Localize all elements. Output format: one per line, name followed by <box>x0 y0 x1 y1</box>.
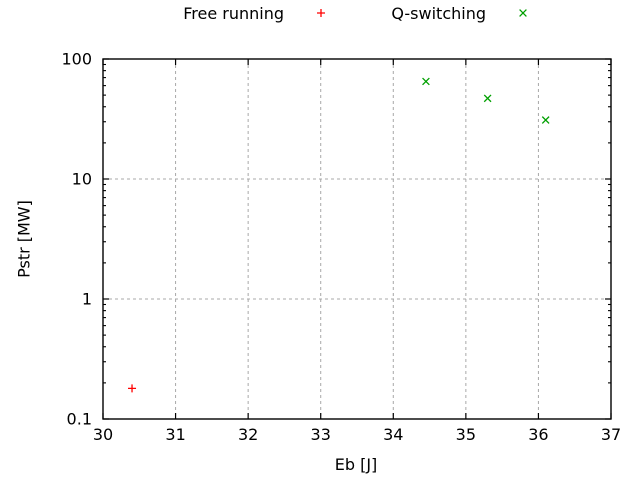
x-tick-label: 37 <box>601 425 621 444</box>
y-axis-title: Pstr [MW] <box>14 200 34 278</box>
y-tick-label: 10 <box>72 170 92 189</box>
legend-marker-free-running <box>317 9 325 17</box>
x-tick-label: 35 <box>456 425 476 444</box>
data-point-q-switching <box>483 94 492 103</box>
x-tick-label: 36 <box>528 425 548 444</box>
x-tick-label: 30 <box>93 425 113 444</box>
x-tick-label: 32 <box>238 425 258 444</box>
data-point-q-switching <box>541 116 550 124</box>
data-point-q-switching <box>422 77 430 86</box>
x-tick-label: 31 <box>165 425 185 444</box>
data-point-free-running <box>128 384 137 393</box>
legend-label-q-switching: Q-switching <box>391 4 486 23</box>
y-tick-label: 0.1 <box>67 410 92 429</box>
legend-marker-q-switching <box>519 9 527 17</box>
y-tick-label: 100 <box>61 50 92 69</box>
y-tick-label: 1 <box>82 290 92 309</box>
legend-label-free-running: Free running <box>183 4 284 23</box>
x-tick-label: 34 <box>383 425 403 444</box>
plot-border <box>102 58 612 420</box>
x-tick-label: 33 <box>311 425 331 444</box>
x-axis-title: Eb [J] <box>334 455 378 474</box>
